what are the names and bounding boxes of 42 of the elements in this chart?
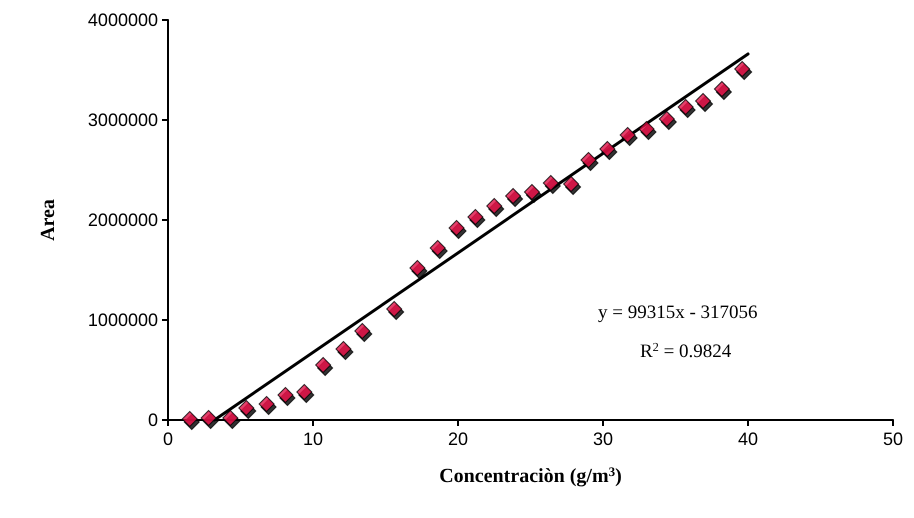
point [182,411,198,427]
point [258,396,275,412]
point [638,121,654,137]
point [505,188,522,204]
point [430,240,446,256]
point [714,81,730,97]
point [354,323,370,339]
point [695,93,712,109]
point [386,301,402,317]
point [658,111,675,127]
point [448,220,465,236]
y-tick-label: 1000000 [88,310,158,330]
point [409,260,426,276]
point [467,209,484,225]
point [296,384,312,400]
point [277,387,294,403]
point [580,152,596,168]
x-tick-label: 0 [162,429,174,449]
point [200,410,217,426]
annotation: y = 99315x - 317056 [598,302,758,323]
y-axis-title: Area [37,199,59,241]
x-tick-label: 40 [738,429,758,449]
point [620,127,636,143]
y-tick-label: 3000000 [88,110,158,130]
y-tick-label: 4000000 [88,10,158,30]
point [486,198,502,214]
point [315,357,332,373]
point [599,141,616,157]
y-tick-label: 2000000 [88,210,158,230]
x-tick-label: 20 [448,429,468,449]
point [524,184,540,200]
y-tick-label: 0 [148,410,158,430]
point [563,176,580,192]
point [238,400,254,416]
point [335,341,352,357]
x-tick-label: 30 [592,429,614,449]
point [542,175,559,191]
x-tick-label: 50 [882,429,904,449]
point [222,410,238,426]
x-tick-label: 10 [302,429,324,449]
point [734,61,750,77]
point [678,99,694,115]
